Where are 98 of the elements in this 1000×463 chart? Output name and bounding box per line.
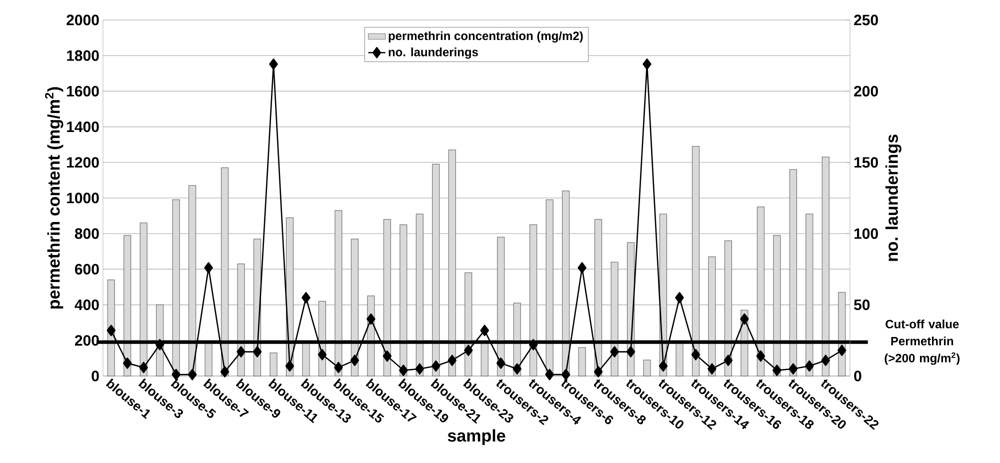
point [642,58,652,70]
y-tick-label: 2000 [66,14,99,26]
point [594,366,603,378]
point [155,339,164,350]
bar [188,185,196,376]
point [302,292,310,304]
bar [383,219,391,376]
bar [643,360,651,376]
y-tick-label: 800 [74,228,99,239]
point [334,362,343,374]
point [122,358,132,369]
bar [773,235,781,376]
y2-tick-label: 200 [854,86,878,96]
bar [610,262,618,376]
bar [806,214,814,376]
point [578,262,586,274]
y2-tick-label: 50 [854,299,870,310]
point [805,360,814,372]
y-tick-label: 1600 [67,86,99,96]
y2-tick-label: 0 [854,370,862,382]
point [528,339,538,350]
bar [756,206,764,376]
bar [172,200,180,376]
point [252,346,262,358]
bar [416,214,424,376]
point [740,313,749,325]
point [415,363,424,375]
y-tick-label: 1400 [67,121,99,132]
y-tick-label: 0 [92,370,99,382]
point [691,348,700,360]
point [708,363,716,375]
bar [724,240,732,376]
y2-tick-label: 150 [854,157,878,168]
bar [204,342,212,376]
point [610,346,619,358]
point [350,354,360,366]
point [788,363,798,375]
point [399,364,408,376]
y-tick-label: 200 [74,335,99,346]
point [756,350,766,362]
bar [530,224,538,376]
bar [480,342,488,376]
legend-label: no. launderings [388,48,478,59]
point [382,350,392,362]
point [464,344,473,356]
x-axis-title: sample [448,429,506,446]
point [139,362,148,374]
bar [270,352,278,376]
point [236,346,246,358]
y-tick-label: 1000 [67,192,99,204]
point [626,346,636,358]
point [496,358,506,369]
point [366,313,376,325]
y2-tick-label: 250 [854,14,878,26]
bar [124,235,132,376]
bar [302,342,310,376]
point [269,58,278,70]
point [204,262,213,274]
y-tick-label: 600 [74,264,99,275]
point [724,354,733,366]
point [772,364,782,376]
bar [676,342,684,376]
point [318,348,327,360]
bar [432,164,440,376]
point [285,360,294,372]
bar [789,169,797,376]
bar [497,236,505,376]
bar [140,222,148,376]
y-tick-label: 1200 [67,157,99,168]
y2-axis-title: no. launderings [885,134,902,261]
bar [400,224,408,376]
y-tick-label: 1800 [67,50,99,61]
y2-tick-label: 100 [854,228,878,239]
bar [822,156,830,376]
legend-label: permethrin concentration (mg/m2) [388,31,583,43]
bar [708,256,716,376]
bar [546,200,554,376]
point [837,344,846,356]
point [220,366,230,378]
bar [578,347,586,376]
point [675,292,684,304]
point [512,363,522,375]
point [448,354,457,366]
bar [448,150,456,376]
y-tick-label: 400 [74,299,99,310]
point [106,324,116,336]
bar [594,219,602,376]
point [658,360,668,372]
bar [692,146,700,376]
point [432,360,440,372]
bar [221,167,229,376]
bar [334,210,342,376]
y-axis-title: permethrin content (mg/m$^{2}$) [45,87,64,309]
bar [350,238,358,376]
point [821,354,830,366]
point [480,324,490,336]
bar [562,190,570,376]
ref-line-label: Cut-off value Permethrin (>200 mg/m$^{2}$) [884,320,960,365]
